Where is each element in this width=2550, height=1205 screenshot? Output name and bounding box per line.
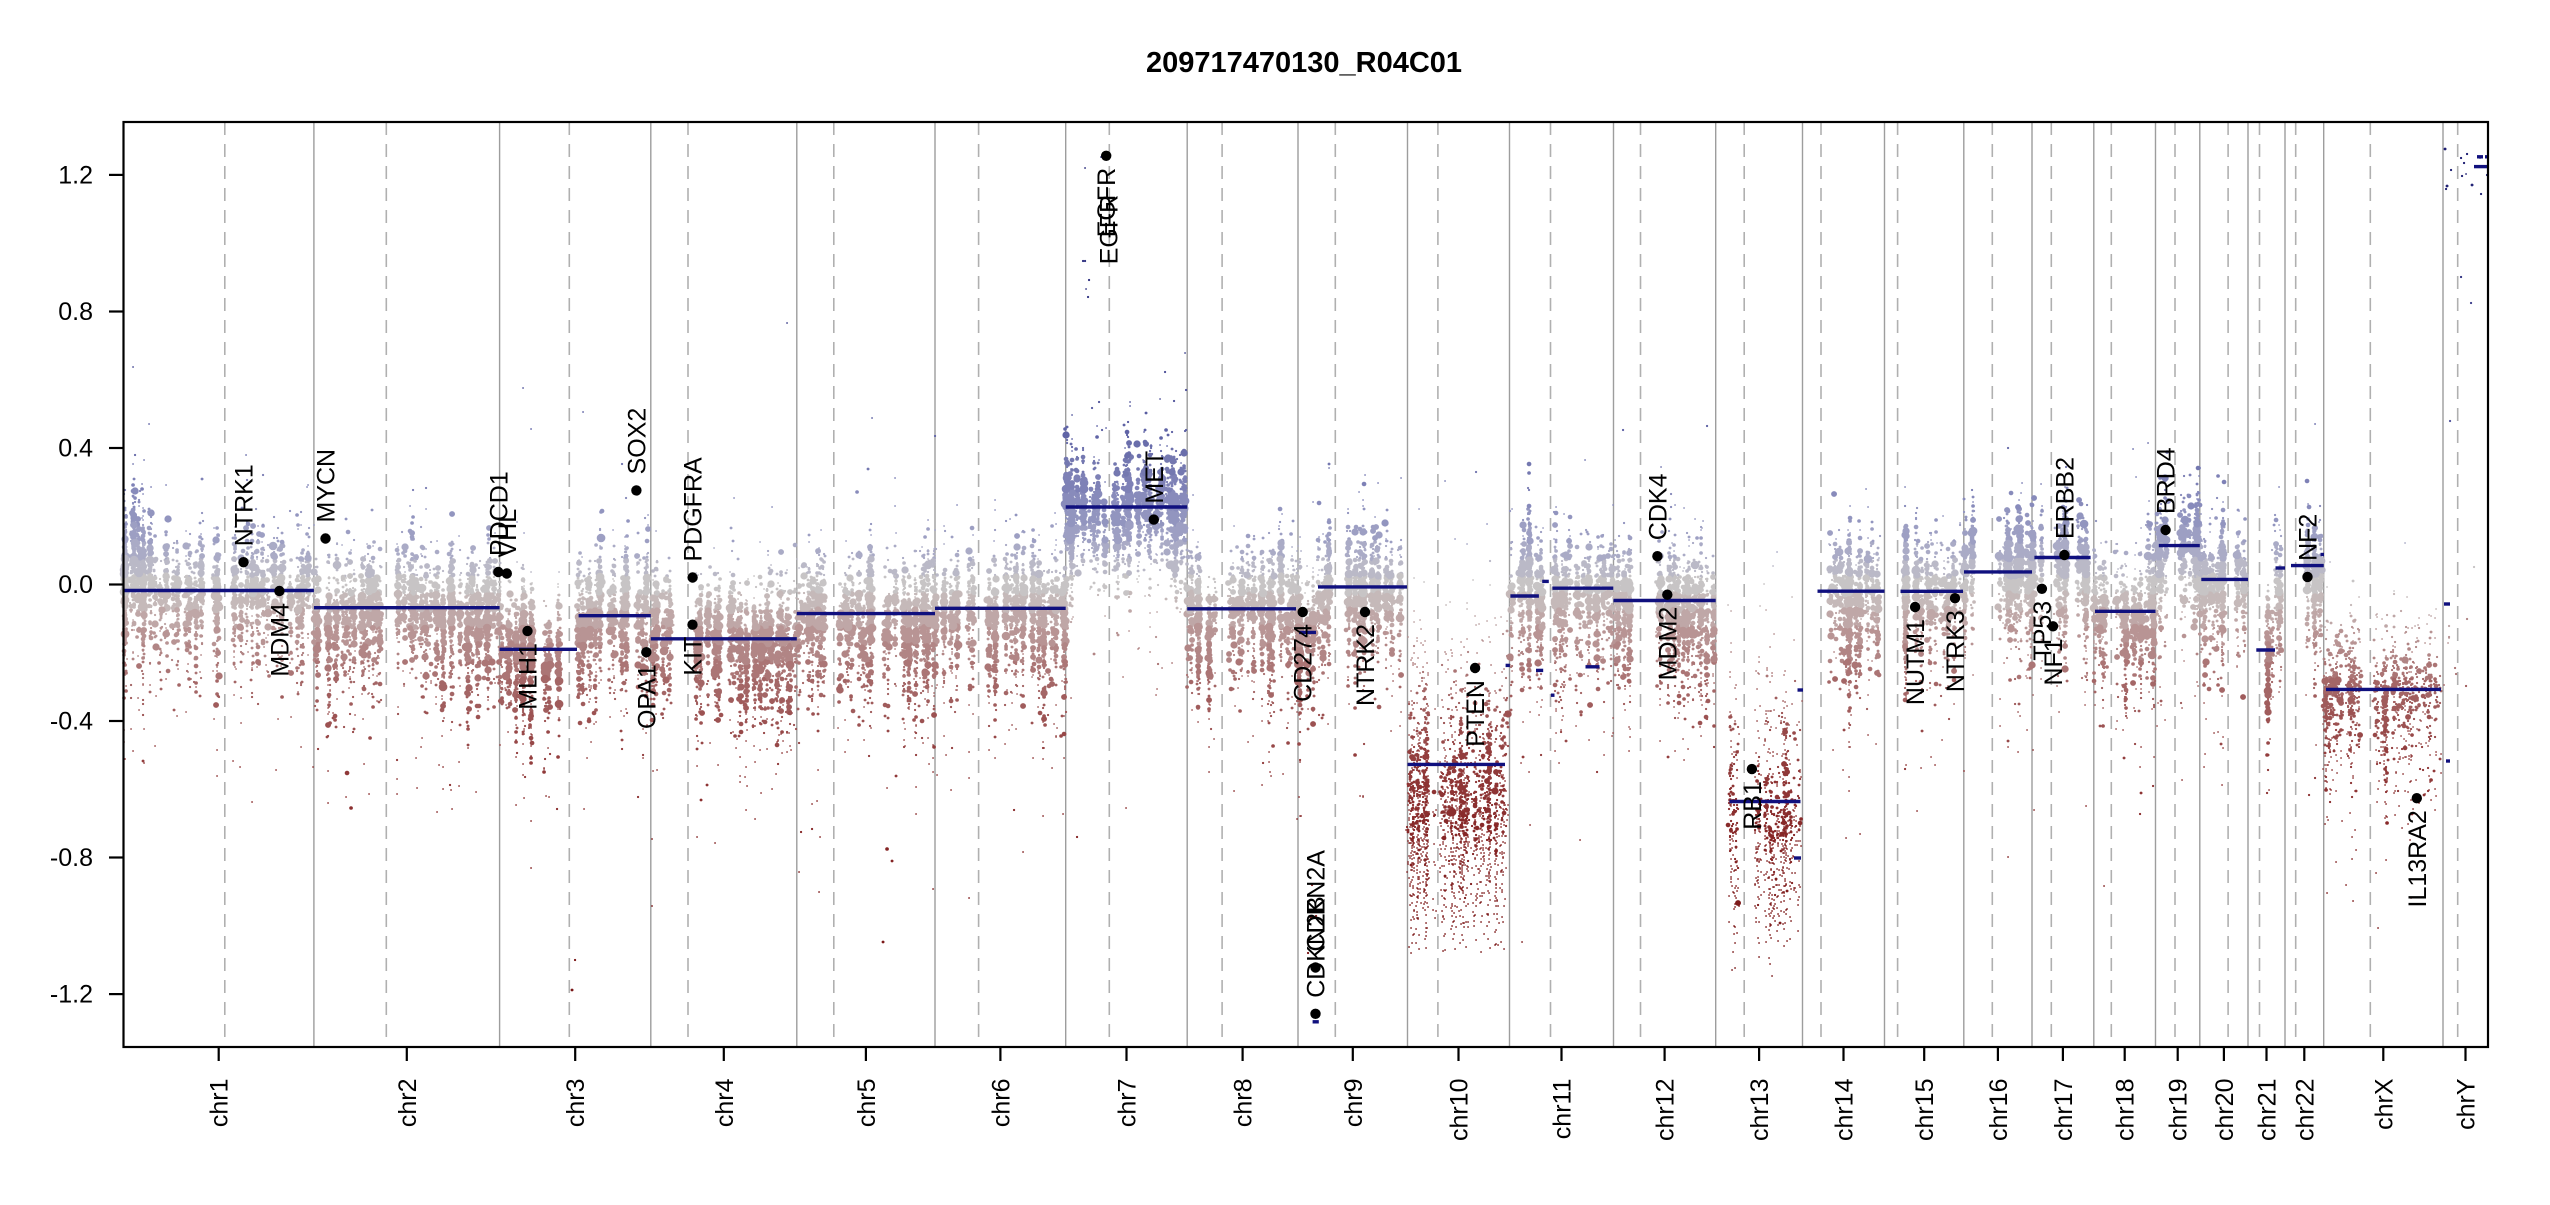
- svg-text:chr8: chr8: [1230, 1079, 1258, 1128]
- svg-text:chr20: chr20: [2211, 1079, 2239, 1142]
- svg-text:SOX2: SOX2: [623, 408, 651, 475]
- svg-text:-0.4: -0.4: [50, 708, 93, 736]
- svg-text:chr5: chr5: [853, 1079, 881, 1128]
- svg-text:chr16: chr16: [1985, 1078, 2013, 1141]
- svg-text:-1.2: -1.2: [50, 981, 93, 1009]
- svg-text:chrX: chrX: [2370, 1078, 2398, 1130]
- svg-text:CDKN2A: CDKN2A: [1303, 850, 1331, 952]
- svg-text:MLH1: MLH1: [515, 643, 543, 710]
- svg-text:MDM2: MDM2: [1654, 607, 1682, 681]
- svg-text:chr10: chr10: [1446, 1079, 1474, 1142]
- svg-text:VHL: VHL: [494, 509, 522, 558]
- svg-text:chr6: chr6: [987, 1079, 1015, 1128]
- svg-text:NF1: NF1: [2040, 638, 2068, 685]
- svg-text:NTRK3: NTRK3: [1942, 610, 1970, 692]
- svg-text:209717470130_R04C01: 209717470130_R04C01: [1146, 47, 1462, 79]
- svg-text:chr3: chr3: [562, 1079, 590, 1128]
- svg-text:EGFR: EGFR: [1093, 168, 1121, 237]
- svg-text:BRD4: BRD4: [2153, 447, 2181, 514]
- svg-text:CD274: CD274: [1290, 624, 1318, 702]
- svg-text:IL13RA2: IL13RA2: [2404, 810, 2432, 907]
- svg-text:1.2: 1.2: [58, 161, 93, 189]
- svg-text:NUTM1: NUTM1: [1902, 619, 1930, 705]
- svg-text:chr1: chr1: [206, 1079, 234, 1128]
- svg-text:chr9: chr9: [1340, 1079, 1368, 1128]
- svg-text:chr12: chr12: [1652, 1079, 1680, 1142]
- svg-text:TP53: TP53: [2029, 601, 2057, 661]
- svg-text:PDGFRA: PDGFRA: [680, 457, 708, 562]
- svg-text:chrY: chrY: [2453, 1078, 2481, 1130]
- svg-text:chr17: chr17: [2050, 1079, 2078, 1142]
- svg-text:MDM4: MDM4: [266, 603, 294, 677]
- svg-text:chr4: chr4: [711, 1078, 739, 1127]
- svg-text:NTRK2: NTRK2: [1352, 624, 1380, 706]
- svg-text:EGFR: EGFR: [1096, 195, 1124, 264]
- svg-text:MYCN: MYCN: [313, 449, 341, 523]
- svg-text:-0.8: -0.8: [50, 844, 93, 872]
- svg-text:chr13: chr13: [1746, 1079, 1774, 1142]
- svg-text:NF2: NF2: [2295, 514, 2323, 561]
- svg-text:MET: MET: [1141, 451, 1169, 504]
- svg-text:chr22: chr22: [2291, 1079, 2319, 1142]
- svg-text:NTRK1: NTRK1: [231, 464, 259, 546]
- svg-text:RB1: RB1: [1739, 781, 1767, 830]
- svg-text:chr7: chr7: [1114, 1079, 1142, 1128]
- svg-text:ERBB2: ERBB2: [2051, 457, 2079, 539]
- svg-text:chr15: chr15: [1911, 1079, 1939, 1142]
- svg-text:chr19: chr19: [2165, 1079, 2193, 1142]
- svg-text:chr11: chr11: [1549, 1079, 1577, 1140]
- svg-text:CDK4: CDK4: [1644, 473, 1672, 540]
- svg-text:PDCD1: PDCD1: [485, 471, 513, 556]
- svg-text:chr21: chr21: [2254, 1079, 2282, 1142]
- svg-text:chr2: chr2: [394, 1079, 422, 1128]
- svg-text:OPA1: OPA1: [633, 664, 661, 729]
- svg-text:chr14: chr14: [1831, 1078, 1859, 1141]
- svg-text:0.8: 0.8: [58, 298, 93, 326]
- svg-text:0.0: 0.0: [58, 571, 93, 599]
- svg-text:KIT: KIT: [680, 637, 708, 676]
- svg-text:PTEN: PTEN: [1462, 680, 1490, 747]
- svg-text:chr18: chr18: [2112, 1079, 2140, 1142]
- svg-text:0.4: 0.4: [58, 435, 93, 463]
- svg-text:CDKN2B: CDKN2B: [1303, 896, 1331, 997]
